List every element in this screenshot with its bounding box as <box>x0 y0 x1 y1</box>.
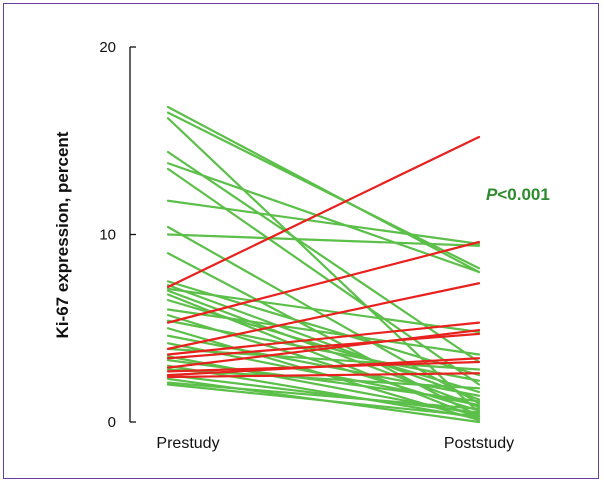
series-line-decrease <box>166 374 481 414</box>
figure-frame: 0 10 20 Prestudy Poststudy Ki-67 expressio… <box>3 3 599 479</box>
series-line-decrease <box>166 111 481 270</box>
series-line-decrease <box>166 162 481 274</box>
series-line-decrease <box>166 199 481 245</box>
y-ticks: 0 10 20 <box>99 39 136 431</box>
series-line-increase <box>166 240 481 324</box>
series-line-increase <box>166 332 481 360</box>
series-line-decrease <box>166 167 481 386</box>
series-line-decrease <box>166 308 481 356</box>
p-value-annotation: P<0.001 <box>486 185 550 204</box>
y-axis-label: Ki-67 expression, percent <box>53 131 72 338</box>
y-tick-label: 20 <box>99 39 116 56</box>
series-line-decrease <box>166 233 481 247</box>
series-lines <box>166 105 481 424</box>
series-line-increase <box>166 357 481 377</box>
series-line-decrease <box>166 364 481 420</box>
category-label-poststudy: Poststudy <box>444 435 514 452</box>
series-line-increase <box>166 329 481 369</box>
series-line-decrease <box>166 319 481 382</box>
series-line-decrease <box>166 284 481 401</box>
series-line-increase <box>166 282 481 350</box>
series-line-increase <box>166 321 481 356</box>
series-line-increase <box>166 135 481 289</box>
series-line-decrease <box>166 359 481 403</box>
series-line-decrease <box>166 383 481 418</box>
series-line-decrease <box>166 381 481 410</box>
y-tick-label: 10 <box>99 227 116 244</box>
series-line-decrease <box>166 252 481 418</box>
series-line-increase <box>166 372 481 379</box>
category-label-prestudy: Prestudy <box>156 435 219 452</box>
series-line-decrease <box>166 347 481 371</box>
ki67-chart: 0 10 20 Prestudy Poststudy Ki-67 expressio… <box>53 39 550 452</box>
series-line-decrease <box>166 287 481 334</box>
y-tick-label: 0 <box>108 414 116 431</box>
